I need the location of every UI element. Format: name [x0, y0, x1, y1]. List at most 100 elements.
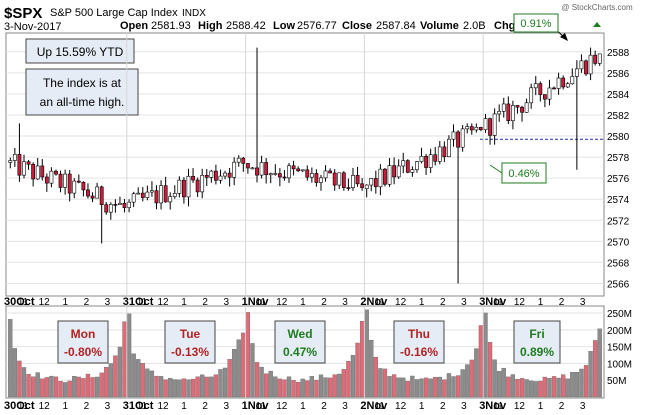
candle-body — [255, 167, 259, 176]
volume-bar — [419, 378, 424, 398]
volume-bar — [12, 348, 17, 398]
chart-date: 3-Nov-2017 — [4, 21, 61, 33]
x-tick-label: 1 — [181, 401, 187, 412]
volume-bar — [565, 378, 570, 398]
volume-bar — [359, 321, 365, 398]
price-tick-label: 2580 — [607, 132, 630, 143]
candle-body — [328, 170, 333, 174]
price-tick-label: 2568 — [607, 258, 630, 269]
candle-body — [469, 126, 474, 131]
candle-body — [451, 131, 456, 140]
volume-bar — [204, 376, 209, 398]
volume-tick-label: 50M — [607, 376, 626, 387]
low-label: Low — [273, 20, 295, 32]
volume-bar — [40, 378, 45, 398]
volume-bar — [574, 372, 580, 398]
volume-bar — [305, 380, 310, 398]
volume-bar — [126, 313, 132, 398]
volume-bar — [163, 379, 168, 398]
volume-bar — [172, 379, 177, 398]
volume-bar — [99, 372, 104, 398]
volume-bar — [433, 377, 438, 398]
up-arrow-icon — [593, 22, 601, 27]
candle-body — [67, 173, 72, 194]
x-tick-label: 3 — [105, 297, 111, 308]
candle-body — [593, 54, 598, 64]
candle-body — [351, 175, 355, 188]
candle-body — [565, 83, 570, 88]
ytd-text: Up 15.59% YTD — [37, 45, 124, 59]
candle-body — [40, 165, 45, 178]
volume-bar — [487, 342, 493, 398]
volume-bar — [241, 332, 246, 398]
volume-bar — [570, 372, 575, 398]
x-tick-label: 30Oct — [4, 400, 35, 412]
candle-body — [437, 146, 442, 162]
volume-bar — [501, 367, 506, 398]
volume-bar — [113, 355, 118, 398]
x-tick-label: 2 — [202, 401, 208, 412]
x-tick-label: 3 — [461, 401, 467, 412]
change-label: Chg — [494, 20, 515, 32]
candle-body — [154, 190, 159, 204]
volume-bar — [177, 379, 182, 398]
x-tick-label: 2Nov — [360, 296, 388, 308]
day-name: Fri — [529, 327, 544, 341]
price-tick-label: 2588 — [607, 48, 630, 59]
x-tick-label: 3Nov — [479, 296, 507, 308]
candle-body — [392, 165, 396, 178]
volume-bar — [90, 377, 95, 398]
candle-body — [424, 156, 428, 168]
day-name: Wed — [287, 327, 312, 341]
volume-bar — [277, 378, 283, 398]
volume-bar — [515, 378, 520, 398]
volume-bar — [327, 377, 333, 398]
candle-body — [419, 156, 424, 162]
close-label: Close — [342, 20, 372, 32]
day-name: Thu — [408, 327, 430, 341]
x-tick-label: 2 — [559, 297, 565, 308]
candle-body — [524, 102, 529, 113]
candle-body — [72, 180, 77, 194]
candle-body — [277, 173, 282, 178]
ath-line1: The index is at — [43, 76, 122, 90]
volume-bar — [396, 377, 401, 398]
end-pct-text: 0.91% — [520, 18, 551, 30]
x-tick-label: 3 — [342, 401, 348, 412]
volume-bar — [268, 370, 273, 398]
candle-body — [378, 168, 383, 188]
candle-body — [401, 160, 406, 167]
candle-body — [44, 176, 49, 184]
volume-bar — [378, 368, 383, 398]
candle-body — [186, 175, 191, 198]
x-tick-label: 11 — [493, 297, 504, 308]
candle-body — [282, 176, 287, 179]
candle-body — [552, 87, 556, 90]
day-box-wed: Wed 0.47% — [274, 320, 326, 364]
candle-body — [245, 163, 250, 169]
volume-bars — [8, 309, 602, 398]
candle-body — [337, 172, 342, 186]
volume-bar — [551, 376, 557, 398]
candle-body — [227, 172, 232, 178]
candle-body — [291, 165, 296, 170]
candle-body — [556, 77, 561, 89]
volume-bar — [391, 374, 397, 398]
price-tick-label: 2566 — [607, 279, 630, 290]
candle-body — [54, 170, 58, 175]
volume-bar — [213, 374, 219, 398]
x-tick-label: 1Nov — [242, 400, 270, 412]
volume-bar — [200, 374, 205, 398]
candle-body — [579, 60, 584, 70]
volume-bar — [556, 377, 561, 398]
candle-body — [58, 173, 63, 188]
volume-bar — [117, 346, 123, 398]
volume-bar — [181, 378, 187, 398]
volume-bar — [524, 379, 529, 398]
x-tick-label: 3 — [580, 297, 586, 308]
volume-bar — [583, 365, 589, 398]
candle-body — [296, 168, 301, 172]
volume-bar — [195, 376, 200, 398]
candle-body — [287, 165, 291, 179]
